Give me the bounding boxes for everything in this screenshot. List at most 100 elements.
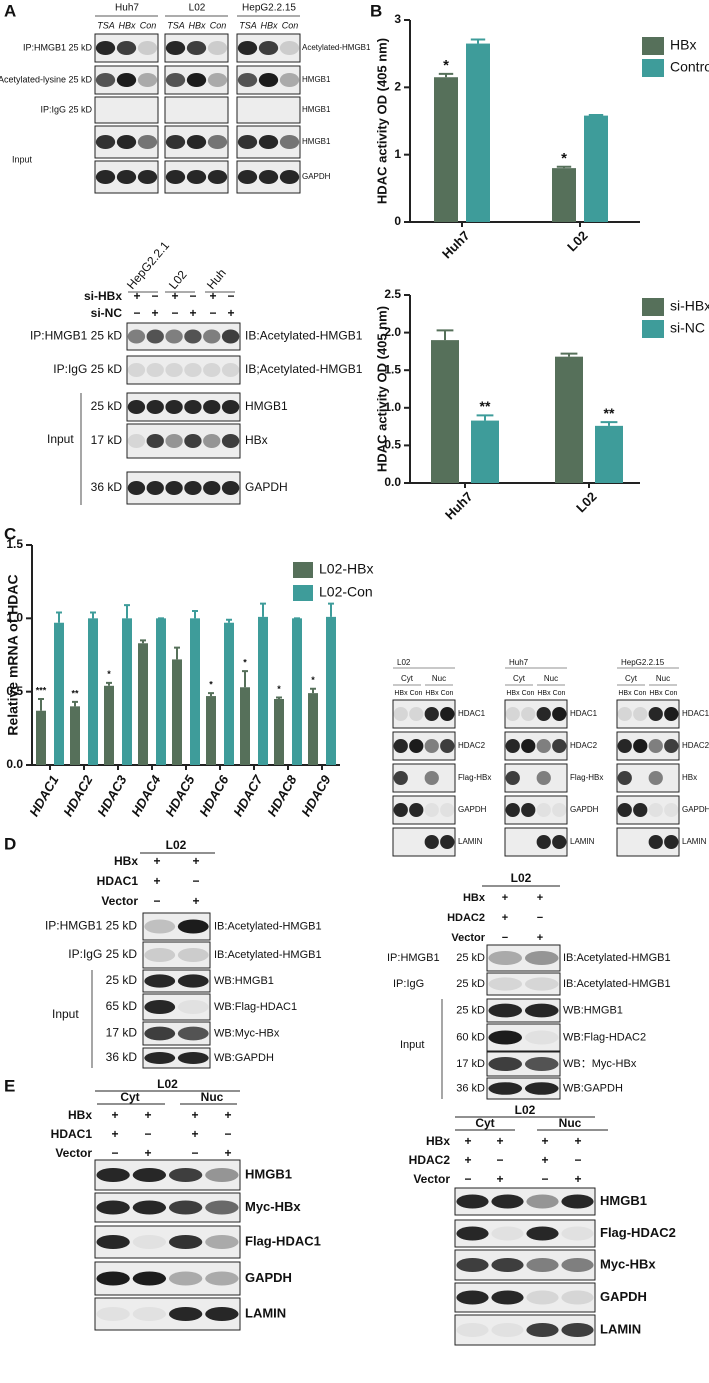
row-label: HMGB1 xyxy=(600,1193,647,1208)
fraction-label: Nuc xyxy=(559,1116,582,1130)
bar xyxy=(206,696,216,765)
row-label: IB:Acetylated-HMGB1 xyxy=(563,952,671,964)
band xyxy=(137,135,158,149)
band xyxy=(633,803,648,817)
row-label: LAMIN xyxy=(245,1305,286,1320)
condition-sign: + xyxy=(574,1134,581,1148)
condition-sign: + xyxy=(537,932,543,944)
band xyxy=(648,771,663,785)
bar xyxy=(240,687,250,765)
lane-label: Con xyxy=(634,690,647,697)
band xyxy=(203,400,221,414)
band xyxy=(177,1052,209,1064)
row-label: Flag-HDAC2 xyxy=(600,1225,676,1240)
band xyxy=(524,1057,559,1071)
row-label: GAPDH xyxy=(570,805,599,814)
band xyxy=(203,363,221,377)
condition-sign: − xyxy=(537,912,543,924)
significance-label: * xyxy=(311,675,315,685)
lane-label: TSA xyxy=(167,20,185,30)
significance-label: * xyxy=(107,669,111,679)
band xyxy=(144,919,176,934)
row-label: Myc-HBx xyxy=(600,1256,656,1271)
band xyxy=(144,948,176,962)
row-label: GAPDH xyxy=(302,172,331,181)
band xyxy=(488,1082,523,1095)
condition-sign: − xyxy=(496,1153,503,1167)
lane-label: Con xyxy=(410,690,423,697)
band xyxy=(95,135,116,149)
condition-sign: + xyxy=(541,1153,548,1167)
row-label: HMGB1 xyxy=(245,399,288,413)
band xyxy=(524,951,559,965)
band xyxy=(524,1082,559,1095)
error-bar xyxy=(276,696,282,699)
y-tick-label: 0.5 xyxy=(6,684,23,698)
bar xyxy=(595,425,623,483)
bar xyxy=(104,685,114,765)
band xyxy=(146,329,164,344)
condition-sign: + xyxy=(191,1108,198,1122)
band xyxy=(524,977,559,991)
condition-label: HDAC2 xyxy=(447,912,485,924)
band xyxy=(132,1271,167,1286)
row-label: HMGB1 xyxy=(302,137,331,146)
band xyxy=(205,1271,239,1286)
band xyxy=(237,41,258,55)
error-bar xyxy=(140,639,146,644)
row-label: GAPDH xyxy=(245,1270,292,1285)
fraction-label: Nuc xyxy=(544,674,558,683)
condition-sign: − xyxy=(502,932,508,944)
band xyxy=(552,739,567,753)
band xyxy=(168,1168,203,1182)
band xyxy=(536,771,551,785)
band xyxy=(116,41,137,55)
error-bar xyxy=(476,414,494,421)
band xyxy=(144,974,176,988)
y-axis-label: HDAC activity OD (405 nm) xyxy=(374,38,389,204)
band xyxy=(165,73,186,87)
band xyxy=(127,400,146,414)
error-bar xyxy=(470,38,486,44)
blot-frame xyxy=(94,1225,241,1259)
condition-sign: − xyxy=(171,306,178,320)
band xyxy=(526,1258,559,1272)
band xyxy=(207,41,228,55)
condition-label: Vector xyxy=(55,1146,92,1160)
condition-label: HBx xyxy=(114,854,138,868)
band xyxy=(205,1235,239,1249)
band xyxy=(561,1194,594,1209)
row-label: IB:Acetylated-HMGB1 xyxy=(214,920,322,932)
condition-sign: − xyxy=(191,1146,198,1160)
band xyxy=(137,73,158,87)
error-bar xyxy=(328,602,334,617)
condition-sign: − xyxy=(464,1172,471,1186)
band xyxy=(165,170,186,184)
band xyxy=(95,41,116,55)
band xyxy=(144,1052,176,1064)
row-label: Flag-HDAC1 xyxy=(245,1233,321,1248)
band xyxy=(221,400,240,414)
condition-sign: + xyxy=(144,1108,151,1122)
band xyxy=(116,73,137,87)
error-bar xyxy=(192,610,198,619)
band xyxy=(561,1258,594,1272)
condition-sign: + xyxy=(541,1134,548,1148)
row-label: HMGB1 xyxy=(302,75,331,84)
band xyxy=(424,707,439,721)
significance-label: * xyxy=(243,658,247,668)
blot-frame xyxy=(126,423,241,459)
band xyxy=(184,400,202,414)
band xyxy=(258,170,279,184)
significance-label: ** xyxy=(71,688,79,698)
row-label: IB;Acetylated-HMGB1 xyxy=(245,362,363,376)
row-label: 65 kD xyxy=(106,999,138,1013)
row-label: Myc-HBx xyxy=(245,1199,301,1214)
lane-label: HBx xyxy=(506,690,520,697)
y-tick-label: 1 xyxy=(394,147,401,161)
significance-label: ** xyxy=(604,405,615,421)
condition-sign: + xyxy=(209,289,216,303)
bar xyxy=(326,616,336,765)
band xyxy=(617,707,632,721)
